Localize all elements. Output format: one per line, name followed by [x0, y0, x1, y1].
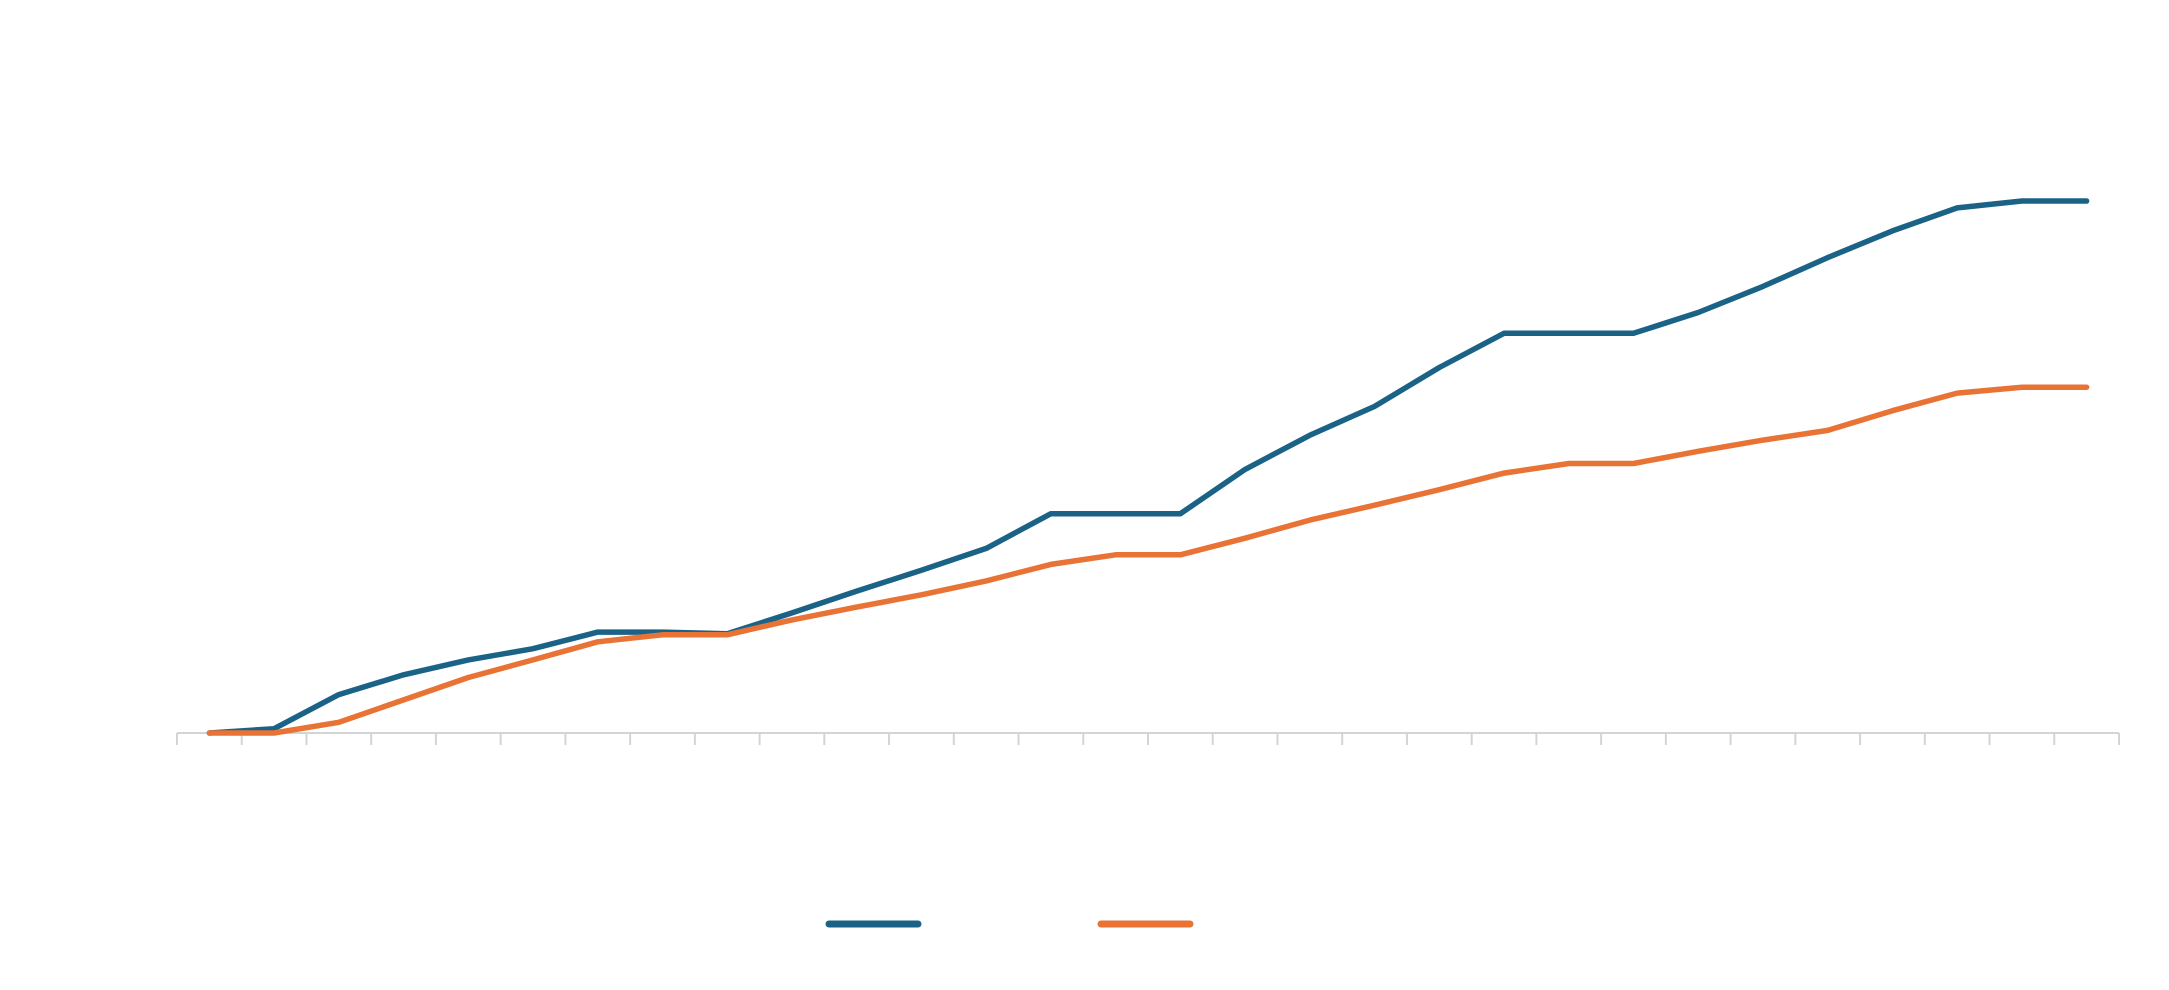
- series-line: [206, 384, 2090, 736]
- series-line: [206, 198, 2090, 736]
